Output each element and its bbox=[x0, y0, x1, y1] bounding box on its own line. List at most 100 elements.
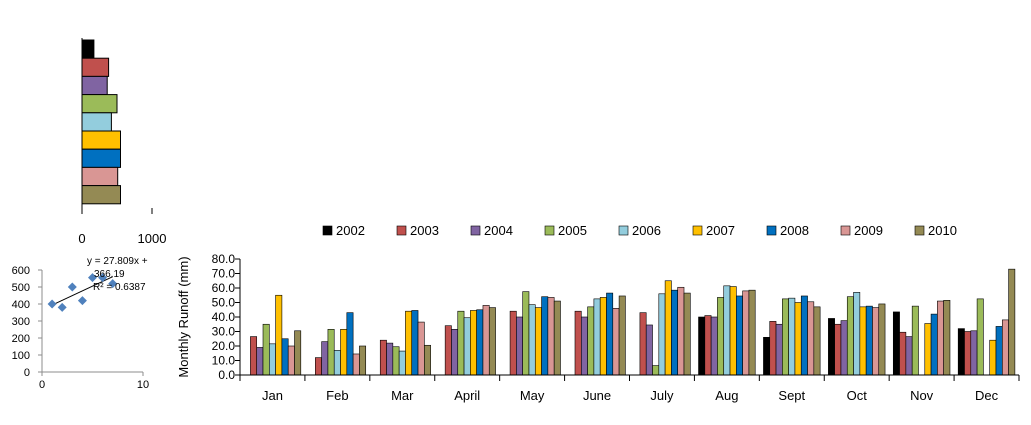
runoff-bar bbox=[593, 298, 601, 376]
scatter-y-tick-label: 600 bbox=[12, 265, 30, 277]
scatter-y-tick-label: 300 bbox=[12, 316, 30, 328]
runoff-bar bbox=[327, 329, 335, 376]
runoff-category-label: June bbox=[583, 388, 611, 403]
legend-swatch bbox=[322, 225, 333, 236]
runoff-y-tick-label: 70.0 bbox=[212, 267, 236, 281]
hbar-bar bbox=[81, 148, 121, 168]
runoff-category-label: Nov bbox=[910, 388, 934, 403]
runoff-bar bbox=[294, 330, 302, 376]
hbar-bar bbox=[81, 94, 118, 114]
runoff-category-label: Dec bbox=[975, 388, 999, 403]
runoff-bar bbox=[405, 310, 413, 376]
runoff-bar bbox=[846, 296, 854, 376]
runoff-bar bbox=[911, 305, 919, 376]
runoff-bar bbox=[463, 317, 471, 376]
runoff-bar bbox=[250, 336, 258, 376]
runoff-bar bbox=[340, 329, 348, 376]
hbar-tick-label: 1000 bbox=[138, 231, 167, 246]
runoff-bar bbox=[788, 297, 796, 376]
scatter-y-tick-label: 0 bbox=[24, 367, 30, 379]
runoff-bar bbox=[723, 285, 731, 376]
runoff-y-tick-label: 80.0 bbox=[212, 252, 236, 266]
runoff-bar bbox=[488, 307, 496, 376]
runoff-bar bbox=[612, 307, 620, 376]
runoff-bar bbox=[976, 298, 984, 376]
runoff-bar bbox=[924, 323, 932, 376]
runoff-bar bbox=[658, 293, 666, 376]
legend-swatch bbox=[618, 225, 629, 236]
runoff-bar bbox=[704, 315, 712, 376]
legend-label: 2004 bbox=[484, 223, 513, 238]
runoff-bar bbox=[710, 316, 718, 376]
runoff-bar bbox=[865, 305, 873, 376]
runoff-bar bbox=[346, 312, 354, 376]
scatter-point bbox=[88, 273, 97, 283]
runoff-bar bbox=[763, 336, 771, 376]
runoff-y-tick-label: 50.0 bbox=[212, 296, 236, 310]
runoff-bar bbox=[534, 307, 542, 376]
runoff-bar bbox=[352, 353, 360, 376]
runoff-bar bbox=[1008, 268, 1016, 376]
runoff-bar bbox=[392, 346, 400, 376]
runoff-bar bbox=[411, 310, 419, 376]
runoff-bar bbox=[580, 316, 588, 376]
scatter-point bbox=[67, 282, 77, 292]
runoff-bar bbox=[878, 303, 886, 376]
runoff-bar bbox=[359, 345, 367, 376]
runoff-bar bbox=[275, 294, 283, 376]
legend-swatch bbox=[840, 225, 851, 236]
runoff-category-label: Oct bbox=[847, 388, 868, 403]
runoff-bar bbox=[834, 323, 842, 376]
runoff-bar bbox=[736, 295, 743, 376]
runoff-bar bbox=[476, 309, 484, 376]
runoff-bar bbox=[256, 347, 264, 376]
runoff-category-label: Aug bbox=[715, 388, 738, 403]
runoff-bar bbox=[677, 286, 685, 376]
runoff-bar bbox=[587, 306, 595, 376]
runoff-bar bbox=[683, 292, 691, 376]
legend-label: 2005 bbox=[558, 223, 587, 238]
runoff-bar bbox=[553, 300, 561, 376]
runoff-bar bbox=[989, 339, 997, 376]
runoff-bar bbox=[645, 324, 653, 376]
hbar-bar bbox=[81, 75, 108, 96]
runoff-bar bbox=[281, 338, 289, 376]
legend-label: 2009 bbox=[854, 223, 883, 238]
hbar-bar bbox=[81, 185, 121, 205]
runoff-bar bbox=[457, 310, 465, 376]
legend-label: 2010 bbox=[928, 223, 957, 238]
scatter-x-tick-label: 0 bbox=[39, 379, 45, 391]
trendline-r-squared: R² = 0.6387 bbox=[93, 282, 146, 293]
runoff-bar bbox=[547, 297, 555, 376]
runoff-bar bbox=[807, 301, 815, 376]
runoff-bar bbox=[742, 290, 750, 376]
scatter-x-tick-label: 10 bbox=[137, 379, 149, 391]
runoff-bar bbox=[828, 318, 835, 376]
runoff-bar bbox=[859, 306, 867, 376]
runoff-bar bbox=[424, 344, 431, 376]
runoff-bar bbox=[872, 307, 880, 376]
runoff-y-tick-label: 20.0 bbox=[212, 339, 236, 353]
legend-label: 2007 bbox=[706, 223, 735, 238]
runoff-bar bbox=[769, 321, 777, 376]
runoff-bar bbox=[957, 328, 965, 376]
scatter-y-tick-label: 500 bbox=[12, 282, 30, 294]
runoff-bar bbox=[748, 289, 756, 376]
runoff-bar bbox=[943, 300, 951, 376]
runoff-bar bbox=[800, 295, 808, 376]
runoff-bar bbox=[606, 292, 614, 376]
scatter-point bbox=[77, 296, 87, 306]
scatter-y-tick-label: 400 bbox=[12, 299, 30, 311]
runoff-bar bbox=[269, 343, 276, 376]
runoff-category-label: Jan bbox=[262, 388, 283, 403]
scatter-point bbox=[108, 279, 118, 289]
runoff-bar bbox=[937, 300, 944, 376]
legend-label: 2008 bbox=[780, 223, 809, 238]
runoff-bar bbox=[782, 298, 789, 376]
runoff-bar bbox=[853, 292, 861, 376]
runoff-bar bbox=[315, 357, 322, 376]
runoff-category-label: Feb bbox=[326, 388, 348, 403]
runoff-bar bbox=[599, 297, 607, 376]
scatter-y-tick-label: 100 bbox=[12, 350, 30, 362]
runoff-bar bbox=[321, 341, 329, 376]
